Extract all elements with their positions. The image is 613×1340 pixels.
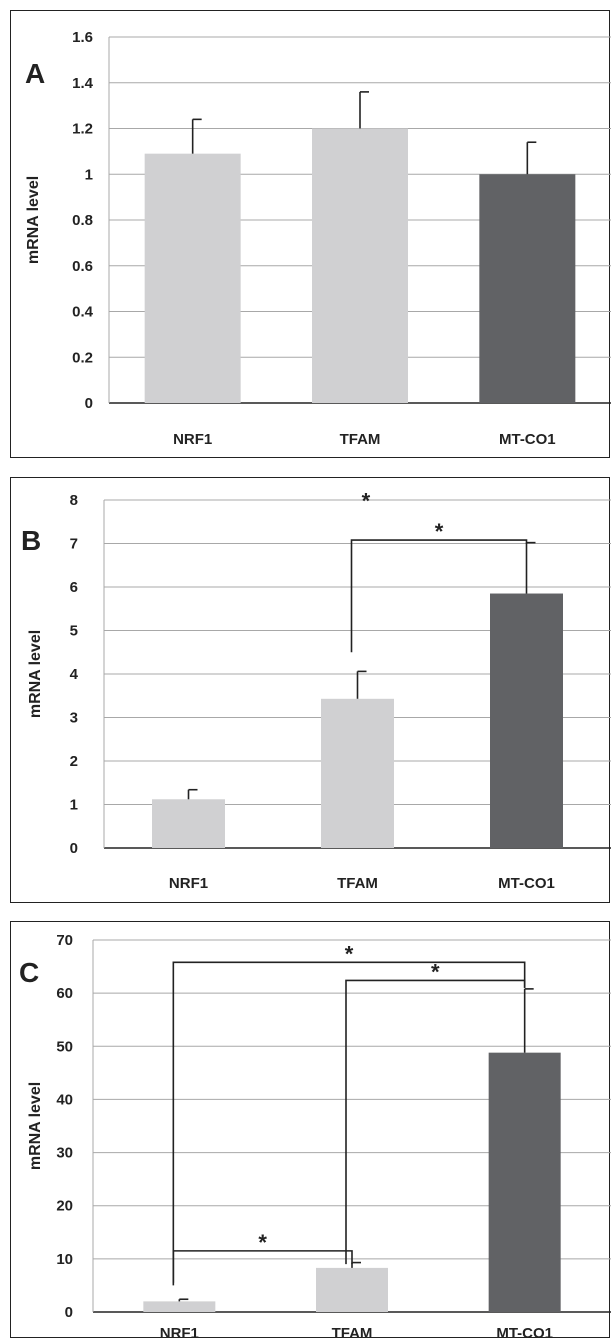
y-tick-label: 1.2 xyxy=(72,121,93,138)
y-tick-label: 3 xyxy=(70,710,78,727)
y-tick-label: 50 xyxy=(56,1038,73,1055)
bar-nrf1 xyxy=(152,799,225,848)
y-tick-label: 4 xyxy=(70,666,79,683)
y-axis-label: mRNA level xyxy=(27,630,44,718)
significance-star: * xyxy=(431,959,440,984)
bar-nrf1 xyxy=(144,153,241,403)
panel-label: B xyxy=(21,525,41,556)
x-tick-label: TFAM xyxy=(340,431,381,448)
y-tick-label: 5 xyxy=(70,623,78,640)
y-tick-label: 1.4 xyxy=(72,75,94,92)
significance-bracket xyxy=(172,961,526,1283)
y-tick-label: 70 xyxy=(56,932,73,949)
y-axis-label: mRNA level xyxy=(25,176,42,264)
chart-a-svg: A 0 0.2 0.4 0.6 0.8 1 1.2 1.4 1.6 mRNA level NRF1 TF… xyxy=(25,29,611,448)
y-tick-label: 0 xyxy=(65,1304,73,1321)
x-tick-label: MT-CO1 xyxy=(499,431,556,448)
y-tick-label: 8 xyxy=(70,492,78,509)
y-tick-label: 7 xyxy=(70,536,78,553)
bar-mt-co1 xyxy=(479,174,576,403)
bar-tfam xyxy=(312,128,408,403)
y-tick-label: 20 xyxy=(56,1198,73,1215)
x-tick-label: NRF1 xyxy=(169,875,208,892)
x-tick-label: TFAM xyxy=(332,1325,373,1340)
x-tick-label: MT-CO1 xyxy=(496,1325,553,1340)
y-tick-label: 0 xyxy=(85,395,93,412)
bar-tfam xyxy=(321,698,394,848)
y-axis-label: mRNA level xyxy=(27,1082,44,1170)
y-tick-label: 10 xyxy=(56,1251,73,1268)
y-tick-label: 1 xyxy=(85,166,93,183)
bar-mt-co1 xyxy=(490,593,563,848)
y-tick-label: 0.6 xyxy=(72,258,93,275)
y-tick-label: 2 xyxy=(70,753,78,770)
y-tick-label: 40 xyxy=(56,1091,73,1108)
significance-star: * xyxy=(345,941,354,966)
bar-tfam xyxy=(316,1267,388,1312)
y-tick-label: 0.2 xyxy=(72,349,93,366)
chart-c-svg: C 0 10 20 30 40 50 60 70 mRNA level NRF1 TFAM MT-CO1… xyxy=(19,932,611,1340)
x-tick-label: MT-CO1 xyxy=(498,875,555,892)
chart-panel-a: A 0 0.2 0.4 0.6 0.8 1 1.2 1.4 1.6 mRNA level NRF1 TF… xyxy=(10,10,611,458)
y-tick-label: 30 xyxy=(56,1145,73,1162)
significance-star: * xyxy=(435,519,444,544)
y-tick-label: 0.8 xyxy=(72,212,93,229)
significance-bracket xyxy=(345,979,526,1265)
chart-panel-c: C 0 10 20 30 40 50 60 70 mRNA level NRF1 TFAM MT-CO1… xyxy=(10,921,611,1340)
panel-label: A xyxy=(25,58,45,89)
bar-mt-co1 xyxy=(488,1052,561,1312)
significance-bracket xyxy=(172,1250,353,1286)
significance-bracket xyxy=(350,539,528,653)
x-tick-label: TFAM xyxy=(337,875,378,892)
y-tick-label: 1.6 xyxy=(72,29,93,46)
y-tick-label: 60 xyxy=(56,985,73,1002)
y-tick-label: 0.4 xyxy=(72,304,94,321)
y-tick-label: 1 xyxy=(70,797,78,814)
chart-b-svg: B 0 1 2 3 4 5 6 7 8 mRNA level NRF1 TFAM MT-CO1 * * xyxy=(21,489,611,892)
panel-label: C xyxy=(19,957,39,988)
chart-panel-b: B 0 1 2 3 4 5 6 7 8 mRNA level NRF1 TFAM MT-CO1 * * xyxy=(10,477,611,903)
x-tick-label: NRF1 xyxy=(160,1325,199,1340)
significance-star: * xyxy=(258,1230,267,1255)
y-tick-label: 6 xyxy=(70,579,78,596)
y-tick-label: 0 xyxy=(70,840,78,857)
significance-star: * xyxy=(362,489,371,514)
bar-nrf1 xyxy=(143,1301,216,1312)
x-tick-label: NRF1 xyxy=(173,431,212,448)
